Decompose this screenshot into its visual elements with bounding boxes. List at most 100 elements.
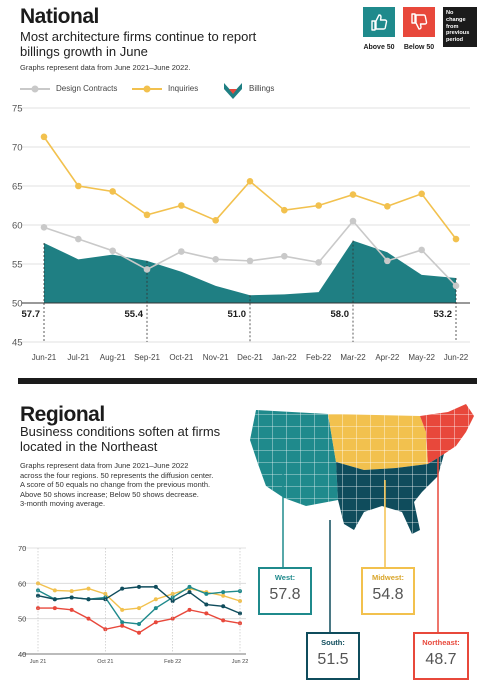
series-point — [143, 211, 151, 219]
region-point — [137, 630, 141, 635]
us-regions-map — [250, 404, 474, 534]
region-point — [137, 621, 141, 626]
x-tick-label: Mar-22 — [340, 353, 366, 362]
national-title: National — [20, 5, 99, 28]
y-tick-label: 50 — [18, 615, 26, 624]
region-point — [187, 584, 192, 589]
map-midwest-borders — [328, 414, 428, 470]
x-tick-label: Jul-21 — [67, 353, 89, 362]
map-south-borders — [336, 454, 444, 534]
series-point — [246, 178, 254, 185]
region-point — [69, 589, 74, 594]
billings-data-label: 57.7 — [22, 309, 41, 320]
x-tick-label: Jan-22 — [272, 353, 297, 362]
x-tick-label: Jun-22 — [444, 353, 469, 362]
series-point — [452, 235, 460, 243]
y-tick-label: 60 — [12, 221, 23, 232]
y-tick-label: 45 — [12, 338, 23, 349]
midwest-value: 54.8 — [372, 586, 404, 603]
x-tick-label: Jun 21 — [30, 659, 47, 665]
y-tick-label: 60 — [18, 579, 26, 588]
series-point — [143, 266, 151, 273]
series-point — [315, 259, 322, 266]
series-point — [384, 202, 391, 210]
billings-data-label: 51.0 — [228, 309, 247, 320]
national-legend — [20, 83, 242, 99]
region-point — [120, 586, 125, 591]
series-point — [178, 202, 185, 209]
region-point — [52, 588, 57, 593]
regional-note-line: 3-month moving average. — [20, 499, 106, 508]
region-point — [36, 581, 40, 586]
region-point — [86, 597, 91, 602]
legend-design-dot — [31, 85, 39, 93]
below-50-badge — [403, 7, 435, 37]
region-point — [52, 597, 57, 602]
series-point — [418, 246, 425, 254]
series-point — [349, 217, 357, 225]
series-point — [40, 133, 48, 141]
series-point — [109, 188, 116, 195]
regional-subtitle-line1: Business conditions soften at firms — [20, 424, 221, 439]
region-point — [36, 593, 40, 598]
y-tick-label: 40 — [18, 650, 26, 659]
region-point — [204, 602, 209, 607]
regional-chart: 40 50 60 70 Jun 21 Oct 21 Feb 22 Jun 22 — [18, 544, 248, 665]
region-point — [187, 590, 192, 595]
region-point — [153, 584, 158, 589]
region-point — [204, 611, 209, 616]
legend-inquiries-dot — [143, 85, 151, 93]
midwest-box: Midwest: 54.8 — [361, 567, 415, 615]
above-50-badge — [363, 7, 395, 37]
region-point — [170, 599, 175, 603]
thumbs-down-icon — [411, 13, 428, 30]
regional-title: Regional — [20, 403, 105, 426]
regional-note-line: Graphs represent data from June 2021–Jun… — [20, 461, 189, 470]
legend-inquiries-label: Inquiries — [168, 84, 199, 93]
region-point — [170, 616, 175, 621]
y-tick-label: 50 — [12, 299, 23, 310]
south-label: South: — [321, 638, 345, 647]
region-point — [120, 620, 125, 625]
region-point — [120, 623, 125, 628]
billings-data-label: 55.4 — [125, 309, 144, 320]
midwest-label: Midwest: — [371, 573, 405, 582]
x-tick-label: Nov-21 — [203, 353, 229, 362]
x-tick-label: Apr-22 — [375, 353, 400, 362]
region-point — [221, 604, 226, 609]
region-point — [137, 584, 141, 589]
y-tick-label: 65 — [12, 182, 23, 193]
series-point — [281, 252, 288, 260]
series-point — [349, 191, 357, 198]
section-divider — [18, 378, 477, 384]
y-tick-label: 55 — [12, 260, 23, 271]
x-tick-label: Sep-21 — [134, 353, 160, 362]
x-tick-label: Oct 21 — [97, 659, 113, 665]
legend-design-label: Design Contracts — [56, 84, 118, 93]
south-box: South: 51.5 — [306, 632, 360, 680]
x-tick-label: May-22 — [408, 353, 435, 362]
regional-subtitle: Business conditions soften at firms loca… — [20, 424, 220, 454]
region-point — [238, 611, 242, 616]
series-point — [452, 282, 460, 290]
series-point — [75, 182, 82, 190]
region-point — [221, 618, 226, 623]
national-note: Graphs represent data from June 2021–Jun… — [20, 63, 191, 72]
region-point — [153, 606, 158, 611]
region-point — [187, 607, 192, 612]
x-tick-label: Feb 22 — [164, 659, 181, 665]
region-point — [86, 616, 91, 621]
series-point — [246, 257, 254, 265]
y-tick-label: 70 — [12, 143, 23, 154]
no-change-badge: No change from previous period — [443, 7, 477, 47]
regional-subtitle-line2: located in the Northeast — [20, 439, 158, 454]
series-point — [315, 202, 322, 209]
series-point — [212, 256, 219, 263]
region-point — [204, 591, 209, 596]
northeast-label: Northeast: — [422, 638, 460, 647]
national-subtitle-line2: billings growth in June — [20, 44, 148, 59]
series-point — [281, 206, 288, 214]
billings-logo-icon — [224, 83, 242, 99]
series-point — [418, 190, 425, 198]
